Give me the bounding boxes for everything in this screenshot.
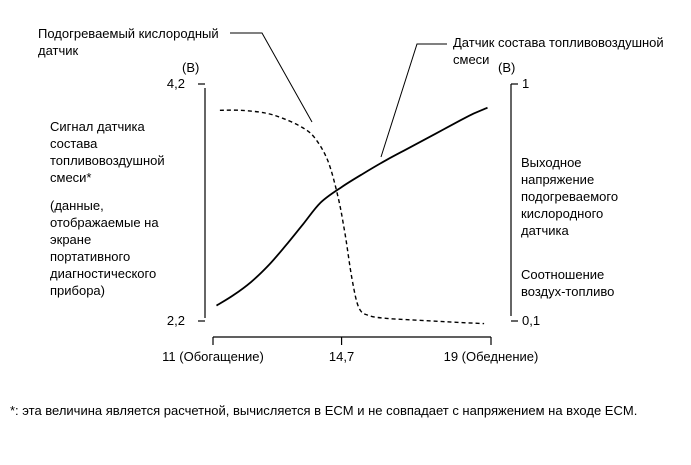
callout-af-sensor-label: Датчик состава топливовоздушной смеси <box>453 35 667 67</box>
callout-af-sensor-leader <box>380 43 447 158</box>
series-af-sensor-line <box>216 106 488 307</box>
right-tick-label-0: 1 <box>522 76 529 91</box>
left-axis-note: (данные, отображаемые на экране портатив… <box>50 198 162 298</box>
x-tick-label-2: 19 (Обеднение) <box>444 349 539 364</box>
right-axis-unit: (В) <box>498 60 515 75</box>
left-tick-label-1: 2,2 <box>167 313 185 328</box>
callout-ho2-sensor: Подогреваемый кислородный датчик <box>38 26 313 123</box>
right-axis-label: Выходное напряжение подогреваемого кисло… <box>521 155 622 238</box>
callout-ho2-sensor-leader <box>230 32 313 123</box>
x-tick-label-0: 11 (Обогащение) <box>162 349 264 364</box>
right-tick-label-1: 0,1 <box>522 313 540 328</box>
left-axis-unit: (В) <box>182 60 199 75</box>
callout-af-sensor: Датчик состава топливовоздушной смеси <box>380 35 667 158</box>
x-axis: 11 (Обогащение) 14,7 19 (Обеднение) <box>162 336 539 364</box>
footnote: *: эта величина является расчетной, вычи… <box>10 403 637 418</box>
x-tick-label-1: 14,7 <box>329 349 354 364</box>
series-ho2-sensor-line <box>219 109 485 325</box>
callout-ho2-sensor-label: Подогреваемый кислородный датчик <box>38 26 222 58</box>
left-tick-label-0: 4,2 <box>167 76 185 91</box>
left-axis-label: Сигнал датчика состава топливовоздушной … <box>50 119 168 185</box>
right-axis: (В) 1 0,1 Выходное напряжение подогреваем… <box>498 60 622 328</box>
left-axis: (В) 4,2 2,2 Сигнал датчика состава топлив… <box>50 60 206 328</box>
ratio-label: Соотношение воздух-топливо <box>521 267 614 299</box>
